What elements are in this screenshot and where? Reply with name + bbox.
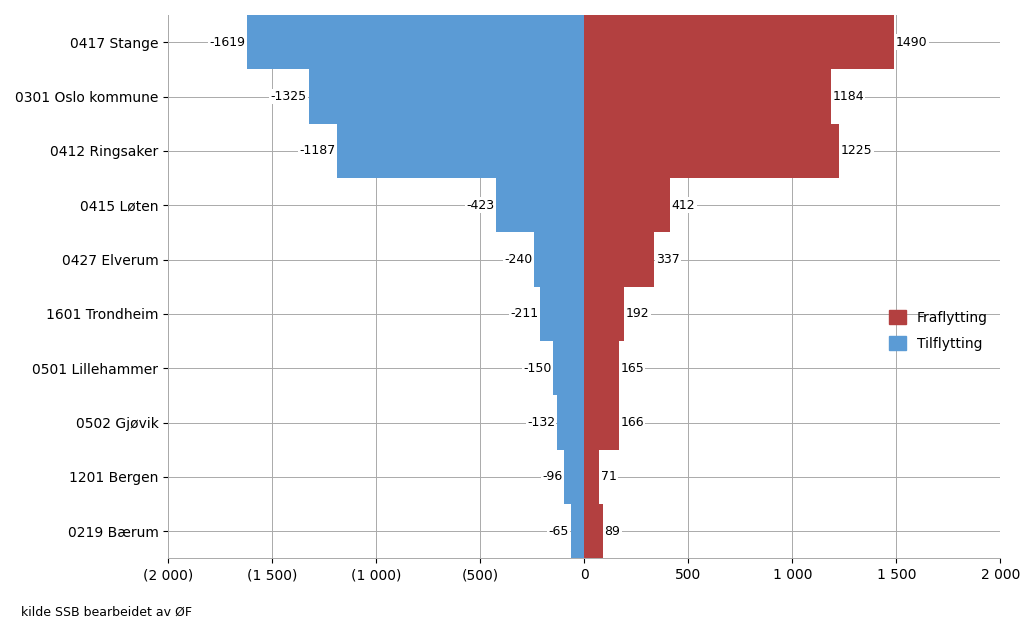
Bar [584,504,602,559]
Text: -65: -65 [549,525,569,538]
Text: 1184: 1184 [832,90,864,103]
Text: -1325: -1325 [271,90,306,103]
Text: kilde SSB bearbeidet av ØF: kilde SSB bearbeidet av ØF [21,606,191,619]
Bar [540,287,584,341]
Bar [564,450,584,504]
Bar [496,178,584,233]
Text: -1619: -1619 [210,35,245,49]
Bar [337,124,584,178]
Text: 71: 71 [600,470,617,483]
Text: 165: 165 [620,362,644,374]
Bar [584,15,894,69]
Bar [584,233,654,287]
Bar [584,69,830,124]
Bar [584,450,599,504]
Bar [584,178,670,233]
Bar [584,396,619,450]
Text: 89: 89 [604,525,620,538]
Text: -96: -96 [542,470,563,483]
Bar [584,341,619,396]
Text: -423: -423 [467,198,495,211]
Text: 192: 192 [626,307,649,320]
Text: -240: -240 [504,253,533,266]
Text: 1490: 1490 [896,35,927,49]
Bar [584,287,624,341]
Text: 1225: 1225 [840,144,873,157]
Text: -132: -132 [527,416,555,429]
Bar [247,15,584,69]
Legend: Fraflytting, Tilflytting: Fraflytting, Tilflytting [884,304,994,356]
Text: -150: -150 [523,362,552,374]
Text: 166: 166 [620,416,644,429]
Text: -1187: -1187 [299,144,335,157]
Bar [584,124,839,178]
Bar [557,396,584,450]
Bar [570,504,584,559]
Bar [553,341,584,396]
Bar [308,69,584,124]
Bar [534,233,584,287]
Text: -211: -211 [510,307,538,320]
Text: 412: 412 [672,198,696,211]
Text: 337: 337 [656,253,680,266]
